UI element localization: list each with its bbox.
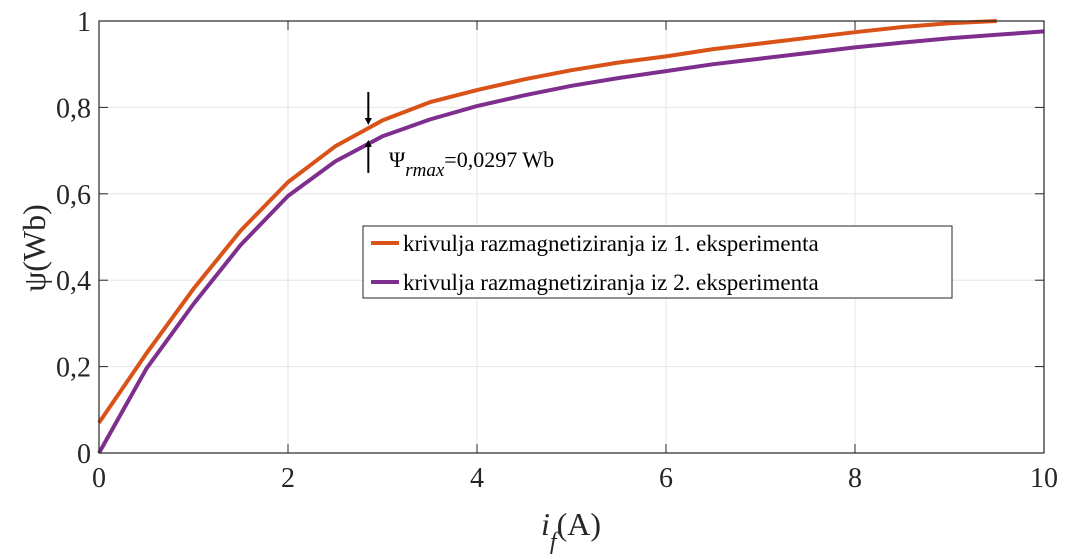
x-axis-label-unit: (A) [557,506,601,542]
annotation-value: =0,0297 Wb [444,147,554,172]
legend: krivulja razmagnetiziranja iz 1. eksperi… [362,225,953,299]
x-tick-label: 0 [92,463,106,494]
legend-label-series-1: krivulja razmagnetiziranja iz 1. eksperi… [403,231,819,256]
y-axis-label: ψ(Wb) [16,204,52,292]
y-tick-label: 0 [77,439,91,470]
annotation: Ψrmax=0,0297 Wb [364,91,554,181]
annotation-label: Ψrmax=0,0297 Wb [389,147,554,181]
x-tick-label: 8 [848,463,862,494]
y-tick-label: 0,2 [56,353,91,384]
plot-frame [98,20,1045,454]
x-axis-label: if(A) [541,506,601,555]
legend-box [362,225,953,299]
y-tick-label: 0,4 [56,266,91,297]
legend-label-series-2: krivulja razmagnetiziranja iz 2. eksperi… [403,270,819,295]
annotation-arrowhead-top [364,117,372,125]
annotation-symbol: Ψ [389,147,406,172]
x-tick-label: 2 [281,463,295,494]
series-line-1 [97,19,997,424]
y-tick-label: 1 [77,7,91,38]
y-tick-label: 0,8 [56,93,91,124]
x-tick-label: 10 [1030,463,1058,494]
x-axis-label-main: i [541,506,550,542]
tick-labels: 0 2 4 6 8 10 0 0,2 0,4 0,6 0,8 1 [56,7,1058,494]
series-layer [97,19,1045,454]
x-axis-label-subscript: f [550,529,560,555]
series-line-2 [97,29,1045,454]
annotation-subscript: rmax [405,160,445,181]
x-tick-label: 6 [659,463,673,494]
x-tick-label: 4 [470,463,484,494]
tick-marks [98,20,1045,454]
y-tick-label: 0,6 [56,180,91,211]
annotation-arrowhead-bottom [364,139,372,147]
